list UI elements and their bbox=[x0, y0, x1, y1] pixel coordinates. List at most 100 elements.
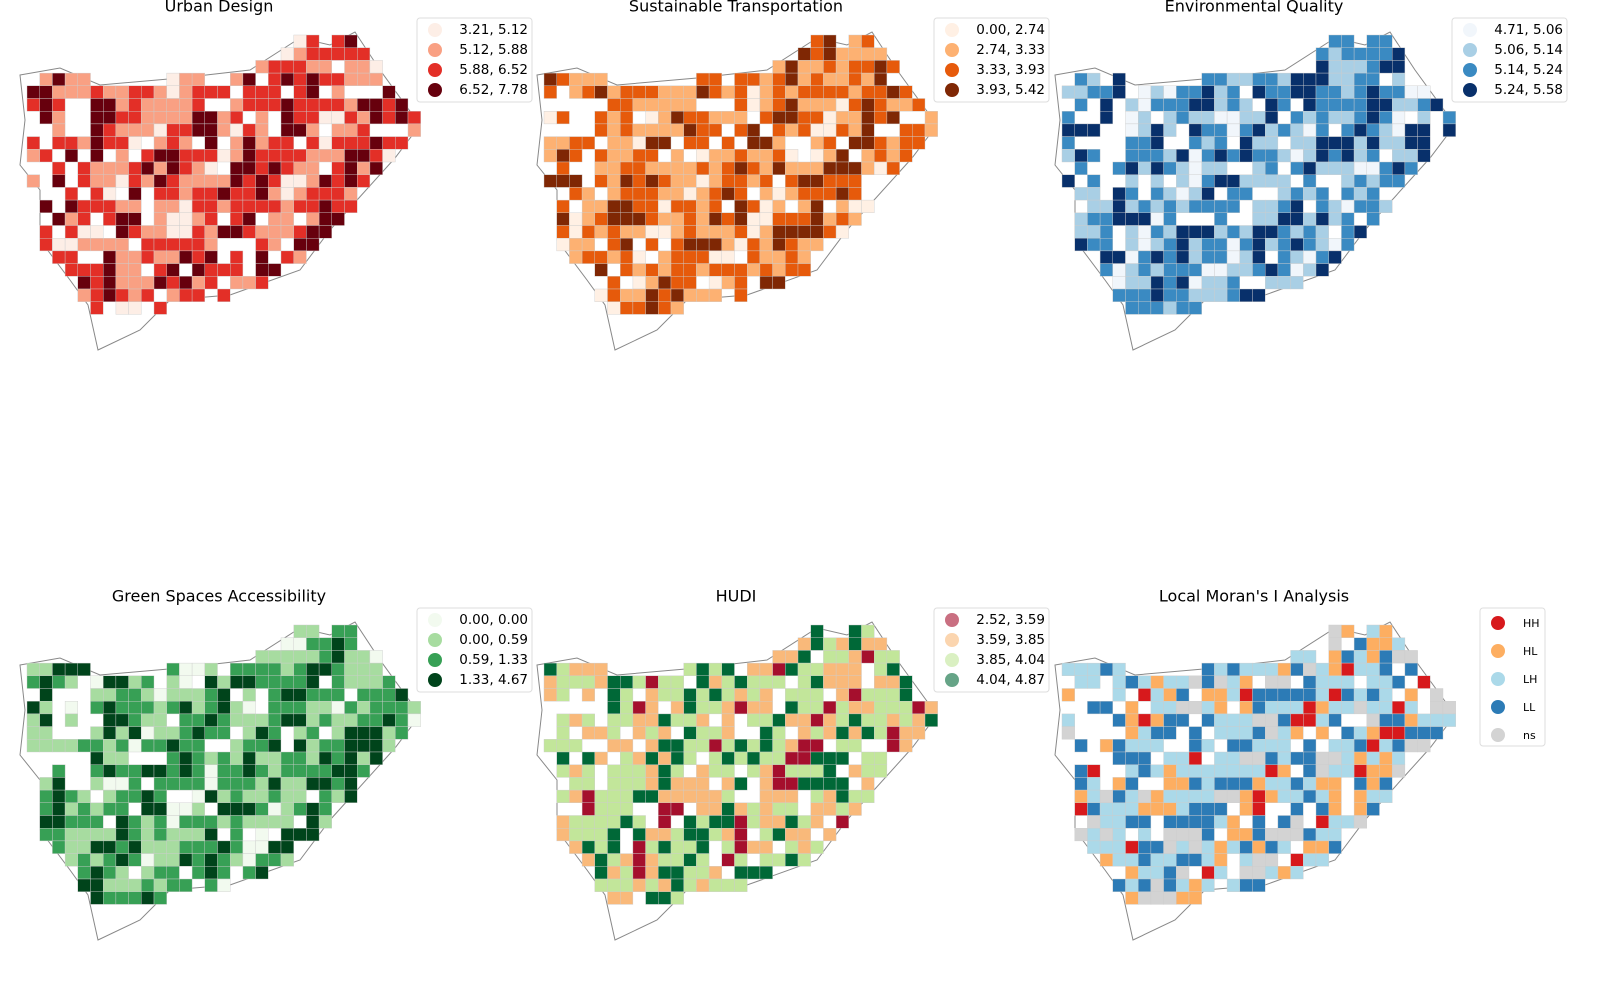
map-cell bbox=[632, 827, 646, 842]
map-cell bbox=[64, 250, 78, 264]
map-cell bbox=[1239, 866, 1253, 880]
map-cell bbox=[39, 675, 53, 689]
map-cell bbox=[1290, 149, 1304, 163]
map-cell bbox=[721, 161, 735, 175]
map-cell bbox=[268, 764, 282, 778]
map-cell bbox=[293, 802, 307, 816]
map-cell bbox=[1328, 72, 1342, 86]
map-cell bbox=[280, 802, 294, 816]
map-cell bbox=[543, 85, 557, 99]
map-cell bbox=[90, 739, 104, 753]
map-cell bbox=[835, 802, 850, 816]
map-cell bbox=[721, 700, 735, 715]
map-cell bbox=[26, 662, 40, 676]
map-cell bbox=[344, 637, 358, 651]
map-cell bbox=[217, 110, 231, 125]
map-cell bbox=[1366, 187, 1380, 201]
map-cell bbox=[90, 263, 104, 277]
map-cell bbox=[1315, 187, 1329, 201]
map-cell bbox=[721, 136, 735, 150]
map-cell bbox=[1341, 161, 1355, 175]
map-cell bbox=[1201, 237, 1215, 252]
map-cell bbox=[886, 149, 900, 163]
map-cell bbox=[39, 827, 53, 842]
map-cell bbox=[280, 650, 294, 664]
map-cell bbox=[746, 263, 761, 277]
legend-label: 2.52, 3.59 bbox=[976, 612, 1045, 628]
map-cell bbox=[810, 713, 824, 727]
map-cell bbox=[861, 149, 875, 163]
map-cell bbox=[797, 675, 811, 689]
map-cell bbox=[1125, 123, 1139, 137]
map-cell bbox=[810, 637, 824, 651]
map-cell bbox=[242, 700, 256, 715]
map-cell bbox=[1417, 98, 1431, 112]
map-cell bbox=[1341, 212, 1355, 226]
map-cell bbox=[759, 174, 773, 188]
map-cell bbox=[153, 789, 167, 804]
map-cell bbox=[141, 149, 155, 163]
map-cell bbox=[128, 700, 142, 715]
map-cell bbox=[569, 815, 583, 829]
map-cell bbox=[1252, 866, 1266, 880]
map-cell bbox=[607, 815, 621, 829]
map-cell bbox=[331, 713, 345, 727]
map-cell bbox=[721, 713, 735, 727]
map-cell bbox=[899, 123, 913, 137]
map-cell bbox=[179, 827, 193, 842]
map-cell bbox=[204, 149, 218, 163]
map-cell bbox=[632, 675, 646, 689]
map-cell bbox=[759, 187, 773, 201]
map-cell bbox=[632, 123, 646, 137]
map-cell bbox=[141, 98, 155, 112]
map-cell bbox=[759, 675, 773, 689]
map-cell bbox=[924, 713, 938, 727]
map-cell bbox=[204, 764, 218, 778]
map-cell bbox=[141, 225, 155, 239]
map-cell bbox=[1188, 878, 1202, 892]
map-cell bbox=[569, 713, 583, 727]
map-cell bbox=[581, 815, 595, 829]
map-cell bbox=[1163, 110, 1177, 125]
map-cell bbox=[1379, 726, 1393, 740]
map-cell bbox=[153, 85, 167, 99]
map-cell bbox=[77, 815, 91, 829]
map-cell bbox=[179, 237, 193, 252]
map-cell bbox=[683, 866, 697, 880]
map-cell bbox=[306, 637, 320, 651]
map-cell bbox=[1188, 276, 1202, 290]
map-cell bbox=[1176, 688, 1190, 702]
map-cell bbox=[141, 866, 155, 880]
map-cell bbox=[191, 662, 206, 676]
map-cell bbox=[280, 72, 294, 86]
map-cell bbox=[670, 212, 684, 226]
map-cell bbox=[344, 700, 358, 715]
map-cell bbox=[607, 225, 621, 239]
map-cell bbox=[90, 276, 104, 290]
map-cell bbox=[52, 161, 66, 175]
map-cell bbox=[204, 123, 218, 137]
map-cell bbox=[1125, 891, 1139, 905]
map-cell bbox=[1303, 212, 1317, 226]
map-cell bbox=[823, 751, 837, 765]
map-cell bbox=[1277, 764, 1291, 778]
map-cell bbox=[229, 263, 244, 277]
map-cell bbox=[594, 751, 608, 765]
map-cell bbox=[1404, 123, 1418, 137]
map-cell bbox=[115, 827, 129, 842]
map-cell bbox=[1137, 212, 1152, 226]
map-cell bbox=[153, 739, 167, 753]
map-cell bbox=[759, 199, 773, 214]
map-cell bbox=[670, 85, 684, 99]
map-cell bbox=[1099, 815, 1113, 829]
map-cell bbox=[1239, 662, 1253, 676]
map-cell bbox=[179, 72, 193, 86]
map-cell bbox=[166, 98, 180, 112]
map-cell bbox=[861, 713, 875, 727]
map-cell bbox=[848, 662, 862, 676]
map-cell bbox=[331, 662, 345, 676]
map-cell bbox=[759, 802, 773, 816]
map-cell bbox=[1125, 263, 1139, 277]
map-cell bbox=[569, 764, 583, 778]
map-cell bbox=[242, 739, 256, 753]
